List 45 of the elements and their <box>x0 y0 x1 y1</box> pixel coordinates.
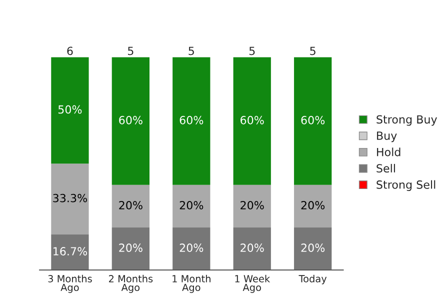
data-label: 20% <box>180 201 204 210</box>
bar <box>233 57 271 185</box>
x-tick-label: 3 Months Ago <box>48 274 92 293</box>
data-label: 20% <box>119 244 142 252</box>
text: 5 <box>249 46 255 56</box>
data-label: 16.7% <box>54 247 87 256</box>
bar <box>51 164 89 234</box>
legend-label: Strong Buy <box>376 115 437 126</box>
data-label: 20% <box>240 244 264 252</box>
data-label: 60% <box>180 116 204 124</box>
bar <box>294 227 332 270</box>
x-tick-label: 2 Months Ago <box>108 274 153 293</box>
legend-label: Strong Sell <box>376 180 436 191</box>
x-tick-label: Today <box>298 274 327 284</box>
bar <box>172 227 210 270</box>
bar <box>51 234 89 270</box>
bar <box>233 227 271 270</box>
legend-label: Buy <box>377 132 397 142</box>
bar <box>112 57 150 185</box>
bar <box>51 57 89 164</box>
bar <box>172 57 210 185</box>
bar <box>112 184 150 228</box>
legend-label: Sell <box>376 164 395 173</box>
x-tick-label: 1 Week Ago <box>235 274 270 293</box>
text: 6 <box>67 46 73 56</box>
bar <box>294 57 332 185</box>
data-label: 20% <box>119 201 142 210</box>
bar <box>172 184 210 228</box>
data-label: 60% <box>240 116 264 124</box>
x-tick-label: 1 Month Ago <box>172 274 210 293</box>
data-label: 60% <box>119 116 142 124</box>
bar <box>233 184 271 228</box>
bar <box>112 227 150 270</box>
data-label: 20% <box>301 201 325 210</box>
text: 5 <box>310 46 316 56</box>
data-label: 20% <box>240 201 264 210</box>
bar <box>294 184 332 228</box>
data-label: 20% <box>180 244 204 252</box>
data-label: 20% <box>301 244 325 252</box>
data-label: 60% <box>301 116 325 124</box>
legend-label: Hold <box>377 148 400 156</box>
text: 5 <box>188 46 194 56</box>
data-label: 50% <box>58 105 82 114</box>
data-label: 33.3% <box>53 194 87 202</box>
text: 5 <box>128 46 134 56</box>
